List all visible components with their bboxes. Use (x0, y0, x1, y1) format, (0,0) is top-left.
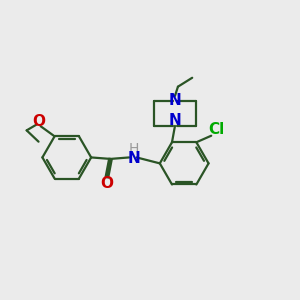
Text: O: O (33, 114, 46, 129)
Text: O: O (100, 176, 113, 191)
Text: N: N (127, 151, 140, 166)
Text: H: H (128, 142, 139, 156)
Text: Cl: Cl (208, 122, 224, 137)
Text: N: N (169, 113, 181, 128)
Text: N: N (169, 93, 181, 108)
